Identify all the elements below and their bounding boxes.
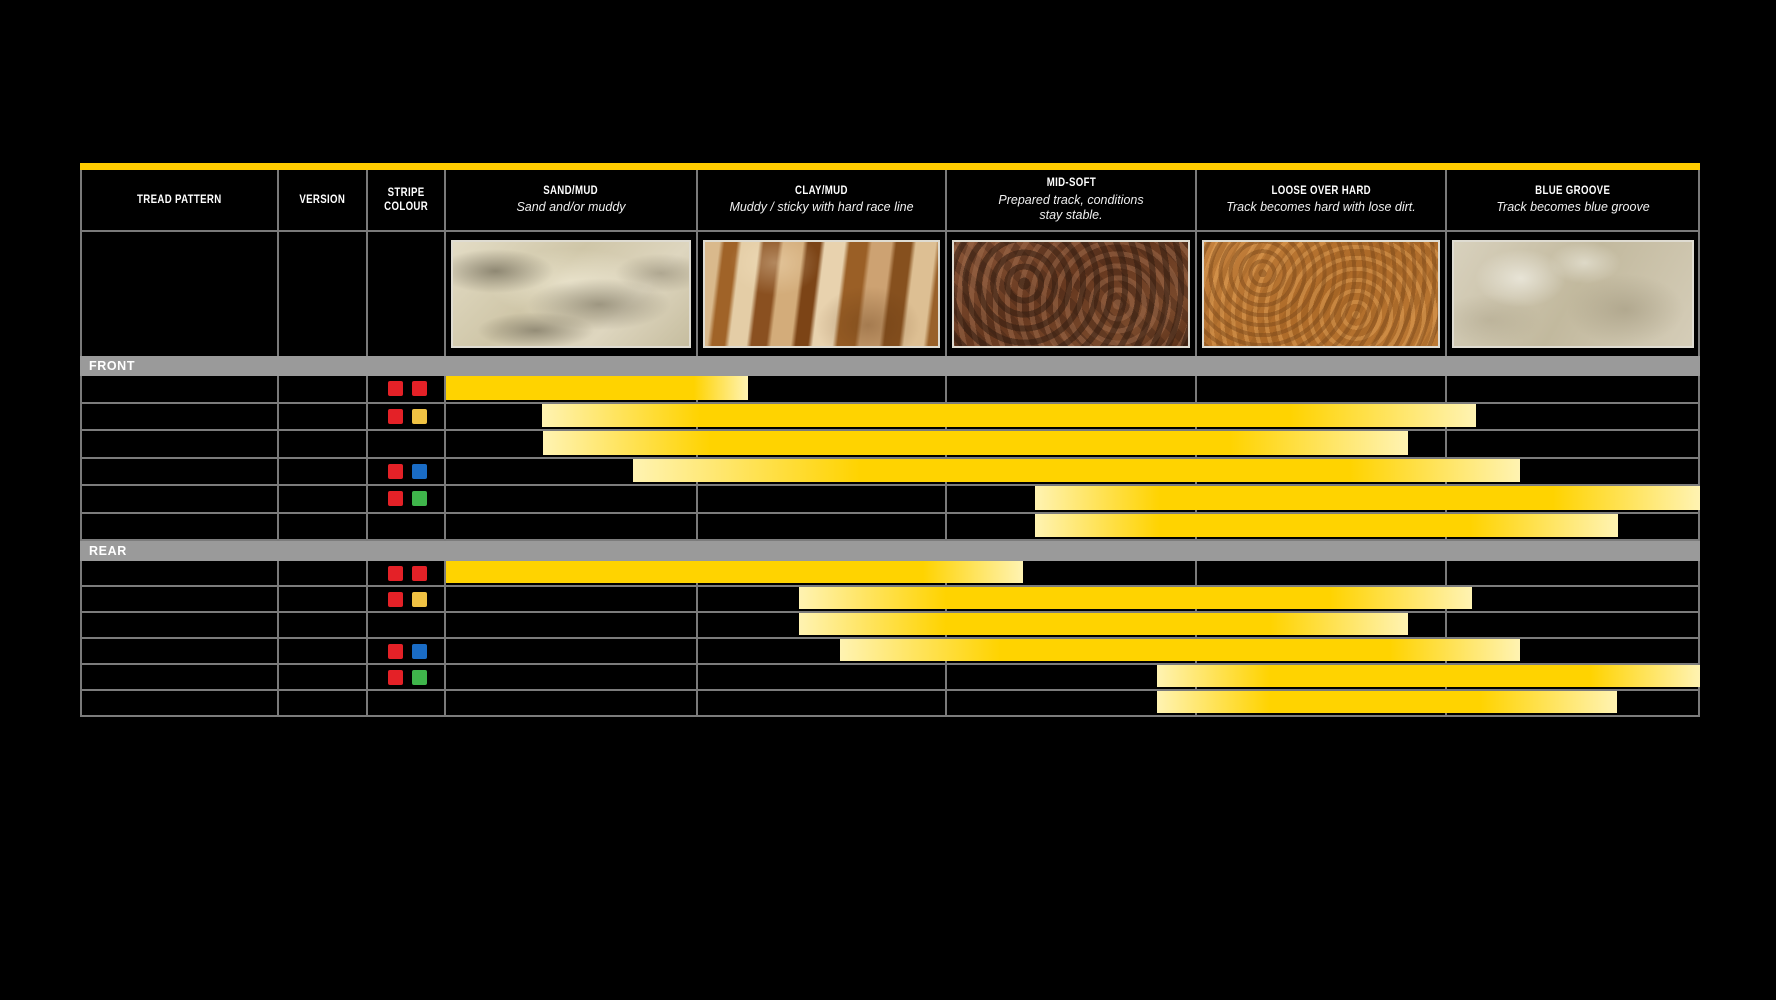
row-front-6 (80, 513, 1700, 541)
section-bar-front: FRONT (80, 356, 1700, 376)
terrain-cell-stripe-colour (367, 232, 445, 356)
grid-vline (1445, 170, 1447, 715)
suitability-bar (542, 403, 1476, 427)
row-rear-1 (80, 561, 1700, 587)
grid-vline (1698, 170, 1700, 715)
row-front-3 (80, 431, 1700, 459)
column-title: MID-SOFT (1046, 177, 1096, 190)
section-label: REAR (89, 544, 127, 558)
header-row: TREAD PATTERN VERSION STRIPE COLOUR SAND/MU… (80, 170, 1700, 232)
stripe-swatch-red (388, 381, 403, 397)
suitability-bar (446, 376, 748, 400)
stripe-swatch-red (388, 643, 403, 659)
row-front-1 (80, 376, 1700, 404)
column-title: STRIPE COLOUR (384, 186, 428, 213)
column-header-sand-mud: SAND/MUD Sand and/or muddy (445, 170, 697, 230)
column-title: TREAD PATTERN (136, 193, 222, 206)
column-header-clay-mud: CLAY/MUD Muddy / sticky with hard race li… (697, 170, 946, 230)
column-header-loose-over-hard: LOOSE OVER HARD Track becomes hard with l… (1196, 170, 1446, 230)
terrain-cell-tread-pattern (80, 232, 278, 356)
column-title: SAND/MUD (543, 185, 599, 197)
terrain-cell-version (278, 232, 367, 356)
column-header-blue-groove: BLUE GROOVE Track becomes blue groove (1446, 170, 1700, 230)
suitability-bar (799, 613, 1408, 635)
suitability-bar (1035, 513, 1618, 537)
column-title: BLUE GROOVE (1535, 185, 1611, 197)
terrain-cell-loose-over-hard (1196, 232, 1446, 356)
column-header-version: VERSION (278, 170, 367, 230)
column-subtitle: Sand and/or muddy (516, 200, 626, 215)
row-front-5 (80, 486, 1700, 514)
grid-vline (366, 170, 368, 715)
terrain-photo-mid-soft (952, 240, 1190, 348)
section-label: FRONT (89, 359, 136, 373)
suitability-bar (633, 458, 1520, 482)
stripe-swatch-red (388, 669, 403, 685)
column-subtitle: Track becomes hard with lose dirt. (1226, 200, 1416, 215)
terrain-cell-mid-soft (946, 232, 1196, 356)
column-title: CLAY/MUD (795, 185, 848, 197)
row-front-2 (80, 403, 1700, 431)
column-header-mid-soft: MID-SOFT Prepared track, conditions stay … (946, 170, 1196, 230)
tyre-condition-chart: TREAD PATTERN VERSION STRIPE COLOUR SAND/MU… (80, 163, 1700, 717)
section-bar-rear: REAR (80, 541, 1700, 561)
column-subtitle: Prepared track, conditions stay stable. (998, 192, 1144, 223)
grid-vline (80, 170, 82, 715)
grid-vline (277, 170, 279, 715)
column-subtitle: Track becomes blue groove (1496, 200, 1650, 215)
terrain-image-row (80, 232, 1700, 356)
stripe-swatch-red (388, 408, 403, 424)
stripe-swatch-red (388, 491, 403, 507)
stripe-swatch-red (388, 591, 403, 607)
terrain-cell-clay-mud (697, 232, 946, 356)
column-header-stripe-colour: STRIPE COLOUR (367, 170, 445, 230)
row-rear-5 (80, 665, 1700, 691)
suitability-bar (1035, 486, 1700, 510)
stripe-swatch-green (412, 669, 427, 685)
stripe-swatch-red (412, 381, 427, 397)
stripe-swatch-yellow (412, 408, 427, 424)
terrain-cell-sand-mud (445, 232, 697, 356)
column-title: LOOSE OVER HARD (1271, 185, 1371, 197)
suitability-bar (1157, 665, 1700, 687)
column-header-tread-pattern: TREAD PATTERN (80, 170, 278, 230)
stripe-swatch-red (388, 565, 403, 581)
suitability-bar (840, 639, 1520, 661)
suitability-bar (446, 561, 1023, 583)
column-subtitle: Muddy / sticky with hard race line (729, 200, 914, 215)
stripe-swatch-green (412, 491, 427, 507)
terrain-photo-blue-groove (1452, 240, 1694, 348)
row-rear-6 (80, 691, 1700, 717)
accent-bar (80, 163, 1700, 170)
suitability-bar (799, 587, 1472, 609)
grid-vline (444, 170, 446, 715)
stripe-swatch-red (412, 565, 427, 581)
stripe-swatch-red (388, 463, 403, 479)
terrain-cell-blue-groove (1446, 232, 1700, 356)
stripe-swatch-yellow (412, 591, 427, 607)
terrain-photo-clay-mud (703, 240, 940, 348)
stripe-swatch-blue (412, 643, 427, 659)
column-title: VERSION (299, 193, 346, 206)
suitability-bar (1157, 691, 1617, 713)
suitability-bar (543, 431, 1408, 455)
row-front-4 (80, 458, 1700, 486)
stripe-swatch-blue (412, 463, 427, 479)
row-rear-4 (80, 639, 1700, 665)
row-rear-2 (80, 587, 1700, 613)
terrain-photo-loose-over-hard (1202, 240, 1440, 348)
terrain-photo-sand-mud (451, 240, 691, 348)
row-rear-3 (80, 613, 1700, 639)
